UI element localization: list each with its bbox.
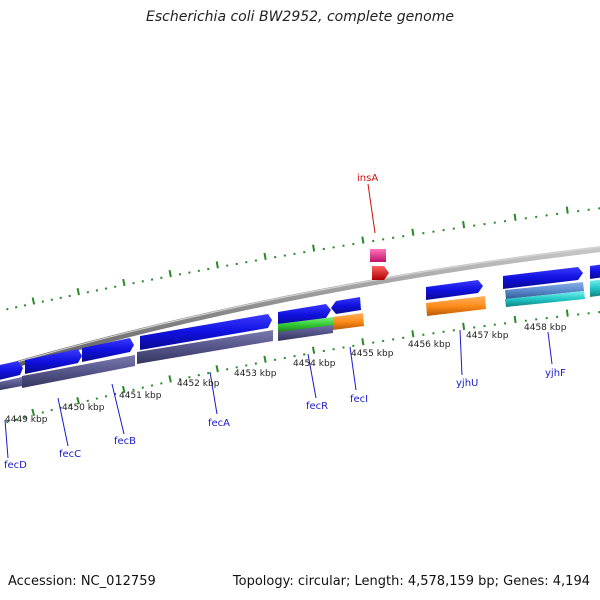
gene-label-insA[interactable]: insA: [357, 173, 378, 184]
tick-mark: [168, 375, 172, 383]
gene-label-yjhU[interactable]: yjhU: [456, 378, 478, 389]
gene-label-fecB[interactable]: fecB: [114, 436, 136, 447]
outer-tick-ring: [6, 206, 600, 311]
kbp-label: 4451 kbp: [119, 391, 162, 401]
cds-arrow[interactable]: [0, 361, 23, 381]
tick-mark: [215, 365, 219, 373]
tick-mark: [263, 355, 267, 363]
tick-mark: [168, 269, 172, 278]
insA-arrow[interactable]: [372, 266, 389, 280]
inner-tick-ring: [6, 309, 600, 424]
tick-mark: [513, 213, 517, 221]
kbp-label: 4457 kbp: [466, 331, 509, 341]
tick-mark: [41, 411, 44, 414]
forward-cds-track: [0, 264, 600, 381]
gene-track: [0, 279, 600, 391]
tick-mark: [122, 278, 126, 287]
gene-labels: fecD fecC fecB fecA fecR fecI yjhU yjhF …: [4, 173, 566, 471]
gene-label-fecI[interactable]: fecI: [350, 394, 368, 405]
tick-mark: [31, 297, 36, 305]
tick-mark: [263, 252, 267, 261]
cds-arrow[interactable]: [278, 304, 331, 326]
cds-arrow[interactable]: [140, 314, 272, 350]
genome-summary-text: Topology: circular; Length: 4,578,159 bp…: [232, 574, 590, 589]
kbp-label: 4452 kbp: [177, 379, 220, 389]
tick-mark: [121, 385, 126, 394]
map-title: Escherichia coli BW2952, complete genome: [146, 9, 454, 25]
cds-arrow[interactable]: [82, 338, 134, 362]
cds-arrow[interactable]: [426, 280, 483, 300]
gene-label-fecR[interactable]: fecR: [306, 401, 328, 412]
tick-mark: [23, 415, 27, 419]
kbp-label: 4453 kbp: [234, 369, 277, 379]
tick-mark: [50, 408, 53, 412]
cds-arrow[interactable]: [590, 264, 600, 279]
gene-label-fecD[interactable]: fecD: [4, 460, 27, 471]
tick-mark: [6, 420, 9, 424]
tick-mark: [361, 338, 365, 346]
tick-mark: [76, 288, 80, 296]
cds-arrow[interactable]: [331, 297, 361, 314]
kbp-label: 4450 kbp: [62, 403, 105, 413]
tick-mark: [411, 330, 415, 338]
gene-bar[interactable]: [137, 330, 273, 364]
insA-markers: [370, 249, 389, 280]
steel-bar[interactable]: [505, 282, 584, 299]
rrna-bar[interactable]: [278, 317, 333, 332]
cds-arrow[interactable]: [25, 349, 82, 374]
gene-label-fecA[interactable]: fecA: [208, 418, 230, 429]
teal-bar[interactable]: [590, 279, 600, 297]
tick-mark: [311, 346, 316, 354]
kbp-label: 4455 kbp: [351, 349, 394, 359]
tick-mark: [76, 397, 80, 405]
orange-bar[interactable]: [333, 313, 364, 330]
kbp-label: 4456 kbp: [408, 340, 451, 350]
kbp-labels: 4449 kbp 4450 kbp 4451 kbp 4452 kbp 4453…: [5, 323, 567, 425]
orange-bar[interactable]: [426, 296, 486, 316]
tick-mark: [513, 315, 517, 324]
tick-mark: [312, 244, 316, 252]
kbp-label: 4458 kbp: [524, 323, 567, 333]
cds-arrow[interactable]: [503, 267, 583, 289]
tick-mark: [31, 408, 36, 417]
tick-mark: [14, 418, 18, 421]
tick-mark: [215, 261, 219, 269]
kbp-label: 4454 kbp: [293, 359, 336, 369]
tick-mark: [565, 206, 569, 214]
gene-label-fecC[interactable]: fecC: [59, 449, 81, 460]
genome-backbone: [0, 246, 600, 373]
gene-label-yjhF[interactable]: yjhF: [545, 368, 566, 379]
kbp-label: 4449 kbp: [5, 415, 48, 425]
tick-mark: [59, 406, 62, 409]
tick-mark: [462, 322, 466, 330]
teal-bar[interactable]: [505, 291, 585, 307]
tick-mark: [411, 228, 415, 236]
tick-mark: [462, 221, 466, 229]
gene-bar[interactable]: [0, 377, 25, 391]
accession-text: Accession: NC_012759: [8, 574, 156, 589]
insA-box[interactable]: [370, 249, 386, 262]
gene-bar[interactable]: [22, 355, 135, 388]
tick-mark: [565, 309, 569, 317]
gene-bar[interactable]: [278, 323, 333, 341]
tick-mark: [361, 236, 365, 244]
